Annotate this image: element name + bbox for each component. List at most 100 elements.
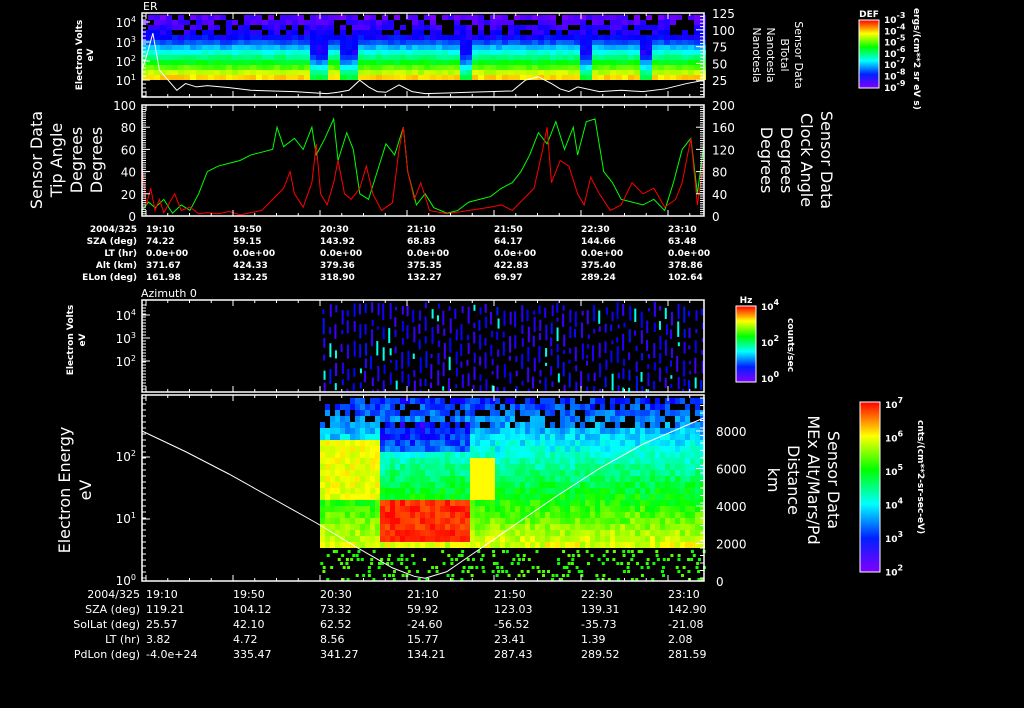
spectrogram-cell [590,476,595,482]
spectrogram-cell [442,45,448,50]
spectrogram-cell [560,542,565,548]
spectrogram-cell [580,482,585,488]
spectrogram-cell [550,422,555,428]
spectrogram-cell [475,452,480,458]
spectrogram-cell [382,15,388,20]
spectrogram-cell [466,50,472,55]
spectrogram-cell [478,40,484,45]
spectrogram-cell [580,488,585,494]
spectrogram-cell [490,45,496,50]
spectrogram-cell [238,25,244,30]
spectrogram-cell [375,404,380,410]
spectrogram-cell [641,385,644,392]
spectrogram-cell [565,416,570,422]
spectrogram-cell [232,65,238,70]
spectrogram-cell [550,337,553,347]
spectrogram-cell [655,524,660,530]
spectrogram-cell [563,384,566,392]
spectrogram-cell [415,530,420,536]
spectrogram-cell [370,60,376,65]
spectrogram-cell [682,75,688,80]
spectrogram-cell [605,530,610,536]
spectrogram-cell [430,482,435,488]
spectrogram-cell [695,500,700,506]
spectrogram-cell [484,337,487,346]
spectrogram-cell [503,364,506,378]
spectrogram-cell [385,476,390,482]
spectrogram-cell [405,458,410,464]
spectrogram-cell [590,482,595,488]
spectrogram-cell [467,373,470,387]
spectrogram-cell [365,500,370,506]
spectrogram-cell [455,476,460,482]
spectrogram-cell [330,428,335,434]
spectrogram-cell [370,404,375,410]
spectrogram-cell [602,554,606,557]
spectrogram-cell [375,446,380,452]
spectrogram-cell [370,536,375,542]
spectrogram-cell [497,349,500,357]
spectrogram-cell [530,476,535,482]
spectrogram-cell [395,464,400,470]
spectrogram-cell [335,482,340,488]
spectrogram-cell [565,410,570,416]
spectrogram-cell [472,35,478,40]
spectrogram-cell [560,512,565,518]
spectrogram-cell [365,482,370,488]
spectrogram-cell [460,428,465,434]
spectrogram-cell [415,434,420,440]
spectrogram-cell [526,35,532,40]
spectrogram-cell [695,398,700,404]
spectrogram-cell [435,410,440,416]
spectrogram-cell [645,518,650,524]
spectrogram-cell [400,470,405,476]
spectrogram-cell [154,60,160,65]
spectrogram-cell [320,428,325,434]
spectrogram-cell [413,326,416,343]
spectrogram-cell [445,410,450,416]
spectrogram-cell [590,542,595,548]
spectrogram-cell [400,536,405,542]
spectrogram-cell [460,452,465,458]
spectrogram-cell [442,50,448,55]
spectrogram-cell [425,410,430,416]
spectrogram-cell [256,55,262,60]
spectrogram-cell [540,446,545,452]
spectrogram-cell [425,524,430,530]
spectrogram-cell [568,60,574,65]
spectrogram-cell [364,25,370,30]
spectrogram-cell [376,341,379,356]
spectrogram-cell [208,50,214,55]
spectrogram-cell [382,65,388,70]
spectrogram-cell [595,464,600,470]
spectrogram-cell [505,542,510,548]
spectrogram-cell [520,404,525,410]
spectrogram-cell [320,562,324,565]
spectrogram-cell [412,562,416,565]
spectrogram-cell [256,60,262,65]
spectrogram-cell [385,398,390,404]
spectrogram-cell [178,35,184,40]
spectrogram-cell [340,30,346,35]
spectrogram-cell [415,488,420,494]
spectrogram-cell [521,338,524,347]
colorbar-tick-label: 10-9 [884,79,906,94]
spectrogram-cell [491,371,494,375]
spectrogram-cell [670,440,675,446]
colorbar-tick-label: 102 [761,334,779,349]
spectrogram-cell [658,25,664,30]
spectrogram-cell [154,65,160,70]
spectrogram-cell [419,356,422,374]
ephemeris-value: 341.27 [320,648,359,661]
spectrogram-cell [604,35,610,40]
spectrogram-cell [620,464,625,470]
spectrogram-cell [178,15,184,20]
clock-angle-axis-label: Clock Angle [797,113,816,207]
spectrogram-cell [550,45,556,50]
spectrogram-cell [335,530,340,536]
spectrogram-cell [676,60,682,65]
spectrogram-cell [510,416,515,422]
spectrogram-cell [370,494,375,500]
spectrogram-cell [670,55,676,60]
spectrogram-cell [370,20,376,25]
